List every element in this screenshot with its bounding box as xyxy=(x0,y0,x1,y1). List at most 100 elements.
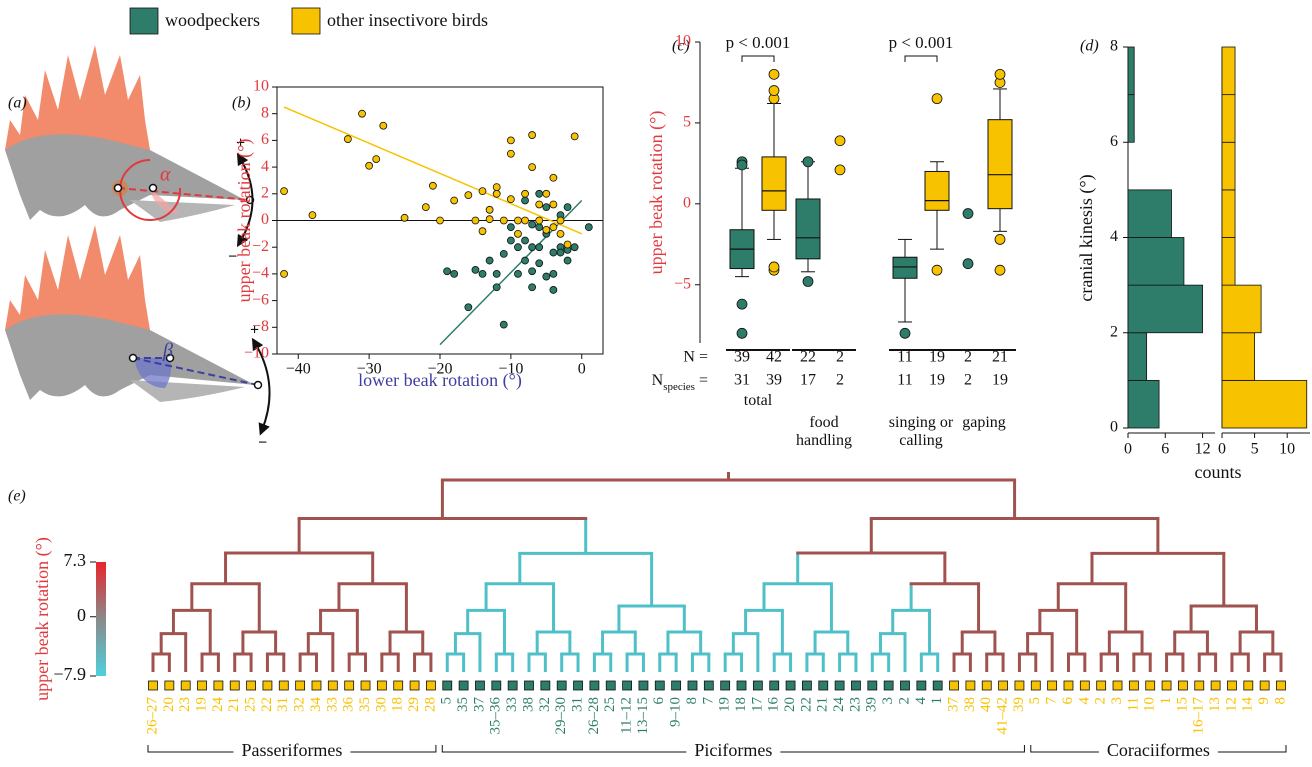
scatter-point xyxy=(549,248,558,257)
leaf-marker xyxy=(148,680,158,691)
scatter-point xyxy=(521,196,529,205)
histogram-bar xyxy=(1221,189,1236,238)
scatter-point xyxy=(563,203,572,212)
scatter-point xyxy=(506,149,515,158)
leaf-label: 38 xyxy=(962,697,978,712)
scatter-point xyxy=(492,269,501,278)
outlier xyxy=(802,276,814,287)
scatter-point xyxy=(492,283,501,292)
scatter-point xyxy=(492,189,501,198)
scatter-point xyxy=(471,216,480,225)
leaf-marker xyxy=(295,680,306,691)
y-tick-label: 2 xyxy=(261,184,269,201)
scatter-point xyxy=(542,203,551,212)
leaf-marker xyxy=(458,680,469,691)
significance-bracket xyxy=(904,55,938,62)
scatter-point xyxy=(542,189,551,198)
leaf-marker xyxy=(556,680,567,691)
n-value: 2 xyxy=(964,349,972,366)
panel-label: (b) xyxy=(232,95,251,112)
y-axis-label: cranial kinesis (°) xyxy=(1076,174,1097,301)
leaf-marker xyxy=(818,680,829,691)
y-tick-label: 4 xyxy=(261,158,269,175)
leaf-marker xyxy=(1178,680,1188,691)
panel-label: (a) xyxy=(8,95,27,112)
scatter-point xyxy=(464,303,473,312)
y-tick-label: −6 xyxy=(252,291,269,308)
leaf-marker xyxy=(752,680,763,691)
scatter-point xyxy=(535,223,544,232)
plus-sign: + xyxy=(250,322,259,339)
y-tick-label: 8 xyxy=(1110,38,1118,55)
scatter-point xyxy=(372,155,381,163)
leaf-label: 35 xyxy=(357,697,373,712)
box xyxy=(924,170,950,211)
outlier xyxy=(802,156,814,168)
leaf-marker xyxy=(426,680,436,691)
legend-swatch xyxy=(129,7,159,35)
leaf-label: 39 xyxy=(1011,697,1027,712)
leaf-marker xyxy=(867,680,878,691)
n-equals: = xyxy=(699,372,708,389)
scatter-point xyxy=(570,243,579,252)
y-axis-label: upper beak rotation (°) xyxy=(646,111,667,275)
n-value: 21 xyxy=(992,349,1008,366)
leaf-marker xyxy=(1128,680,1139,691)
leaf-label: 40 xyxy=(978,697,994,712)
leaf-label: 31 xyxy=(275,697,291,712)
fit-line xyxy=(283,106,583,235)
minus-sign: − xyxy=(228,249,237,266)
scatter-point xyxy=(506,223,515,232)
leaf-label: 24 xyxy=(210,697,226,713)
outlier xyxy=(768,85,780,96)
scatter-point xyxy=(421,203,430,212)
y-tick-label: −4 xyxy=(252,265,269,282)
colorbar-tick-label: 0 xyxy=(77,605,86,625)
scatter-point xyxy=(549,223,558,232)
leaf-label: 3 xyxy=(880,697,896,705)
leaf-marker xyxy=(638,680,649,691)
leaf-marker xyxy=(180,680,191,691)
leaf-label: 35–36 xyxy=(488,697,504,735)
leaf-label: 7 xyxy=(700,697,716,705)
leaf-label: 39 xyxy=(864,697,880,712)
y-tick-label: 5 xyxy=(683,114,691,131)
scatter-point xyxy=(499,249,508,258)
scatter-point xyxy=(514,269,522,278)
bird-illustration xyxy=(5,45,271,436)
clade-bracket xyxy=(441,745,1025,753)
n-value: 2 xyxy=(836,349,844,366)
n-value: 22 xyxy=(800,349,816,366)
x-tick-label: −10 xyxy=(498,361,523,378)
leaf-label: 24 xyxy=(831,697,847,713)
clade-label: Passeriformes xyxy=(241,740,342,760)
leaf-label: 29 xyxy=(406,697,422,712)
leaf-label: 30 xyxy=(373,697,389,712)
scatter-point xyxy=(556,229,565,238)
leaf-marker xyxy=(671,680,682,691)
n-species-value: 2 xyxy=(836,372,844,389)
leaf-marker xyxy=(1227,680,1237,691)
leaf-marker xyxy=(932,680,943,691)
scatter-point xyxy=(514,243,522,252)
scatter-point xyxy=(542,225,551,234)
leaf-marker xyxy=(1030,680,1041,691)
leaf-marker xyxy=(311,680,322,691)
histogram-bar xyxy=(1127,189,1172,238)
clade-label: Piciformes xyxy=(694,740,772,760)
scatter-point xyxy=(521,236,529,245)
leaf-marker xyxy=(1047,680,1058,691)
y-tick-label: −8 xyxy=(252,318,269,335)
scatter-point xyxy=(528,163,537,172)
scatter-point xyxy=(478,227,487,236)
colorbar-tick-label: 7.3 xyxy=(64,550,87,570)
leaf-label: 13–15 xyxy=(635,697,651,735)
y-tick-label: 6 xyxy=(261,131,269,148)
leaf-marker xyxy=(703,680,714,691)
outlier xyxy=(768,68,780,80)
box xyxy=(761,156,787,211)
y-tick-label: 10 xyxy=(253,78,269,95)
leaf-marker xyxy=(229,680,240,691)
leaf-label: 33 xyxy=(324,697,340,712)
leaf-marker xyxy=(344,680,355,691)
